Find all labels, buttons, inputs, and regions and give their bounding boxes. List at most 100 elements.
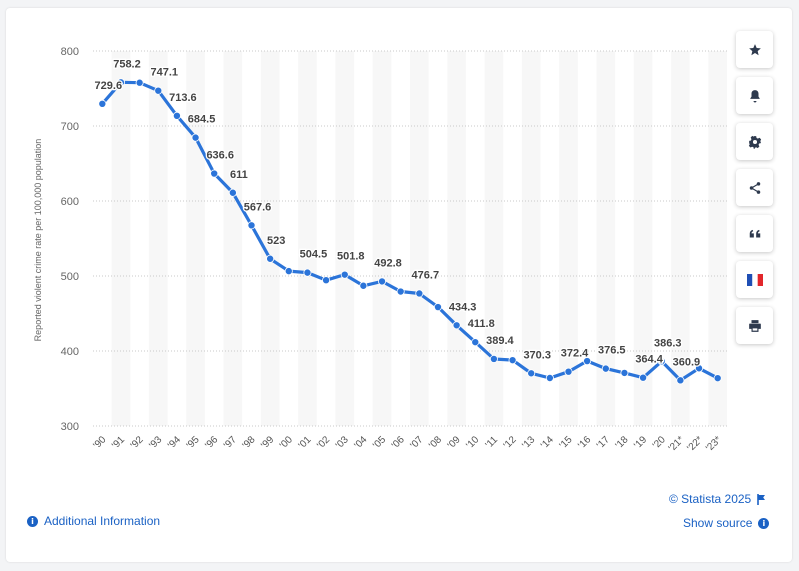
print-icon xyxy=(748,319,761,332)
data-point xyxy=(396,287,405,296)
background-band xyxy=(186,51,205,426)
data-label: 476.7 xyxy=(412,269,440,281)
x-tick-label: '17 xyxy=(595,434,612,451)
chart-card xyxy=(6,8,792,562)
print-button[interactable] xyxy=(736,307,773,344)
gear-icon xyxy=(748,135,761,149)
share-button[interactable] xyxy=(736,169,773,206)
data-point xyxy=(695,364,704,373)
x-tick-label: '11 xyxy=(484,434,501,451)
data-point xyxy=(620,368,629,377)
data-point xyxy=(210,169,219,178)
info-icon: i xyxy=(27,515,38,527)
background-band xyxy=(335,51,355,426)
data-point xyxy=(452,321,461,330)
data-point xyxy=(266,254,275,263)
star-icon xyxy=(748,43,761,55)
y-tick-label: 300 xyxy=(61,421,79,433)
x-tick-label: '19 xyxy=(632,434,649,451)
data-label: 389.4 xyxy=(486,335,514,347)
y-tick-label: 400 xyxy=(61,346,79,358)
data-label: 434.3 xyxy=(449,301,477,313)
x-tick-label: '16 xyxy=(576,434,593,451)
x-tick-label: '22* xyxy=(685,434,705,454)
background-band xyxy=(148,51,168,426)
copyright-link[interactable]: © Statista 2025 xyxy=(669,492,766,506)
y-tick-label: 800 xyxy=(61,46,79,58)
data-point xyxy=(415,289,424,298)
show-source-link[interactable]: Show source i xyxy=(683,516,770,530)
flag-icon xyxy=(757,493,766,505)
x-tick-label: '05 xyxy=(371,434,388,451)
data-label: 713.6 xyxy=(169,92,197,104)
data-point xyxy=(135,78,144,87)
background-band xyxy=(671,51,690,426)
background-band xyxy=(708,51,727,426)
data-point xyxy=(359,281,368,290)
data-point xyxy=(247,221,256,230)
data-point xyxy=(545,373,554,382)
series-line xyxy=(101,80,719,382)
x-tick-label: '12 xyxy=(502,434,519,451)
language-button[interactable] xyxy=(736,261,773,298)
background-band xyxy=(223,51,243,426)
background-band xyxy=(633,51,653,426)
background-band xyxy=(521,51,541,426)
data-point xyxy=(657,357,666,366)
x-tick-label: '91 xyxy=(110,434,127,451)
show-source-text: Show source xyxy=(683,516,753,530)
y-tick-label: 700 xyxy=(61,121,79,133)
data-point xyxy=(284,267,293,276)
x-tick-label: '09 xyxy=(446,434,463,451)
data-label: 364.4 xyxy=(635,354,663,366)
x-tick-label: '13 xyxy=(520,434,537,451)
share-icon xyxy=(749,181,760,194)
additional-information-link[interactable]: i Additional Information xyxy=(27,514,160,528)
data-point xyxy=(116,78,125,87)
data-label: 492.8 xyxy=(374,257,402,269)
copyright-text: © Statista 2025 xyxy=(669,492,752,506)
data-point xyxy=(564,367,573,376)
notification-button[interactable] xyxy=(736,77,773,114)
favorite-button[interactable] xyxy=(736,31,773,68)
background-band xyxy=(298,51,317,426)
x-tick-label: '10 xyxy=(464,434,481,451)
info-icon: i xyxy=(758,517,770,529)
data-label: 567.6 xyxy=(244,201,272,213)
data-label: 386.3 xyxy=(654,337,682,349)
quote-icon xyxy=(749,229,760,237)
settings-button[interactable] xyxy=(736,123,773,160)
data-label: 729.6 xyxy=(95,80,123,92)
x-tick-label: '20 xyxy=(651,434,668,451)
data-label: 376.5 xyxy=(598,345,626,357)
x-tick-label: '06 xyxy=(390,434,407,451)
x-tick-label: '04 xyxy=(352,434,369,451)
x-tick-label: '92 xyxy=(129,434,146,451)
data-point xyxy=(378,277,387,286)
x-tick-label: '08 xyxy=(427,434,444,451)
data-label: 684.5 xyxy=(188,114,216,126)
data-point xyxy=(303,268,312,277)
data-point xyxy=(601,364,610,373)
x-tick-label: '00 xyxy=(278,434,295,451)
x-tick-label: '90 xyxy=(91,434,108,451)
data-point xyxy=(98,99,107,108)
data-point xyxy=(172,111,181,120)
data-point xyxy=(713,374,722,383)
x-tick-label: '21* xyxy=(667,434,687,454)
data-label: 411.8 xyxy=(468,318,495,330)
x-tick-label: '98 xyxy=(241,434,258,451)
x-tick-label: '23* xyxy=(704,434,724,454)
background-band xyxy=(410,51,429,426)
x-tick-label: '03 xyxy=(334,434,351,451)
bell-icon xyxy=(749,89,760,102)
x-tick-label: '18 xyxy=(614,434,631,451)
x-tick-label: '02 xyxy=(315,434,332,451)
x-tick-label: '14 xyxy=(539,434,556,451)
background-band xyxy=(372,51,392,426)
cite-button[interactable] xyxy=(736,215,773,252)
data-point xyxy=(508,356,517,365)
data-point xyxy=(191,133,200,142)
background-band xyxy=(559,51,578,426)
x-tick-label: '07 xyxy=(408,434,425,451)
